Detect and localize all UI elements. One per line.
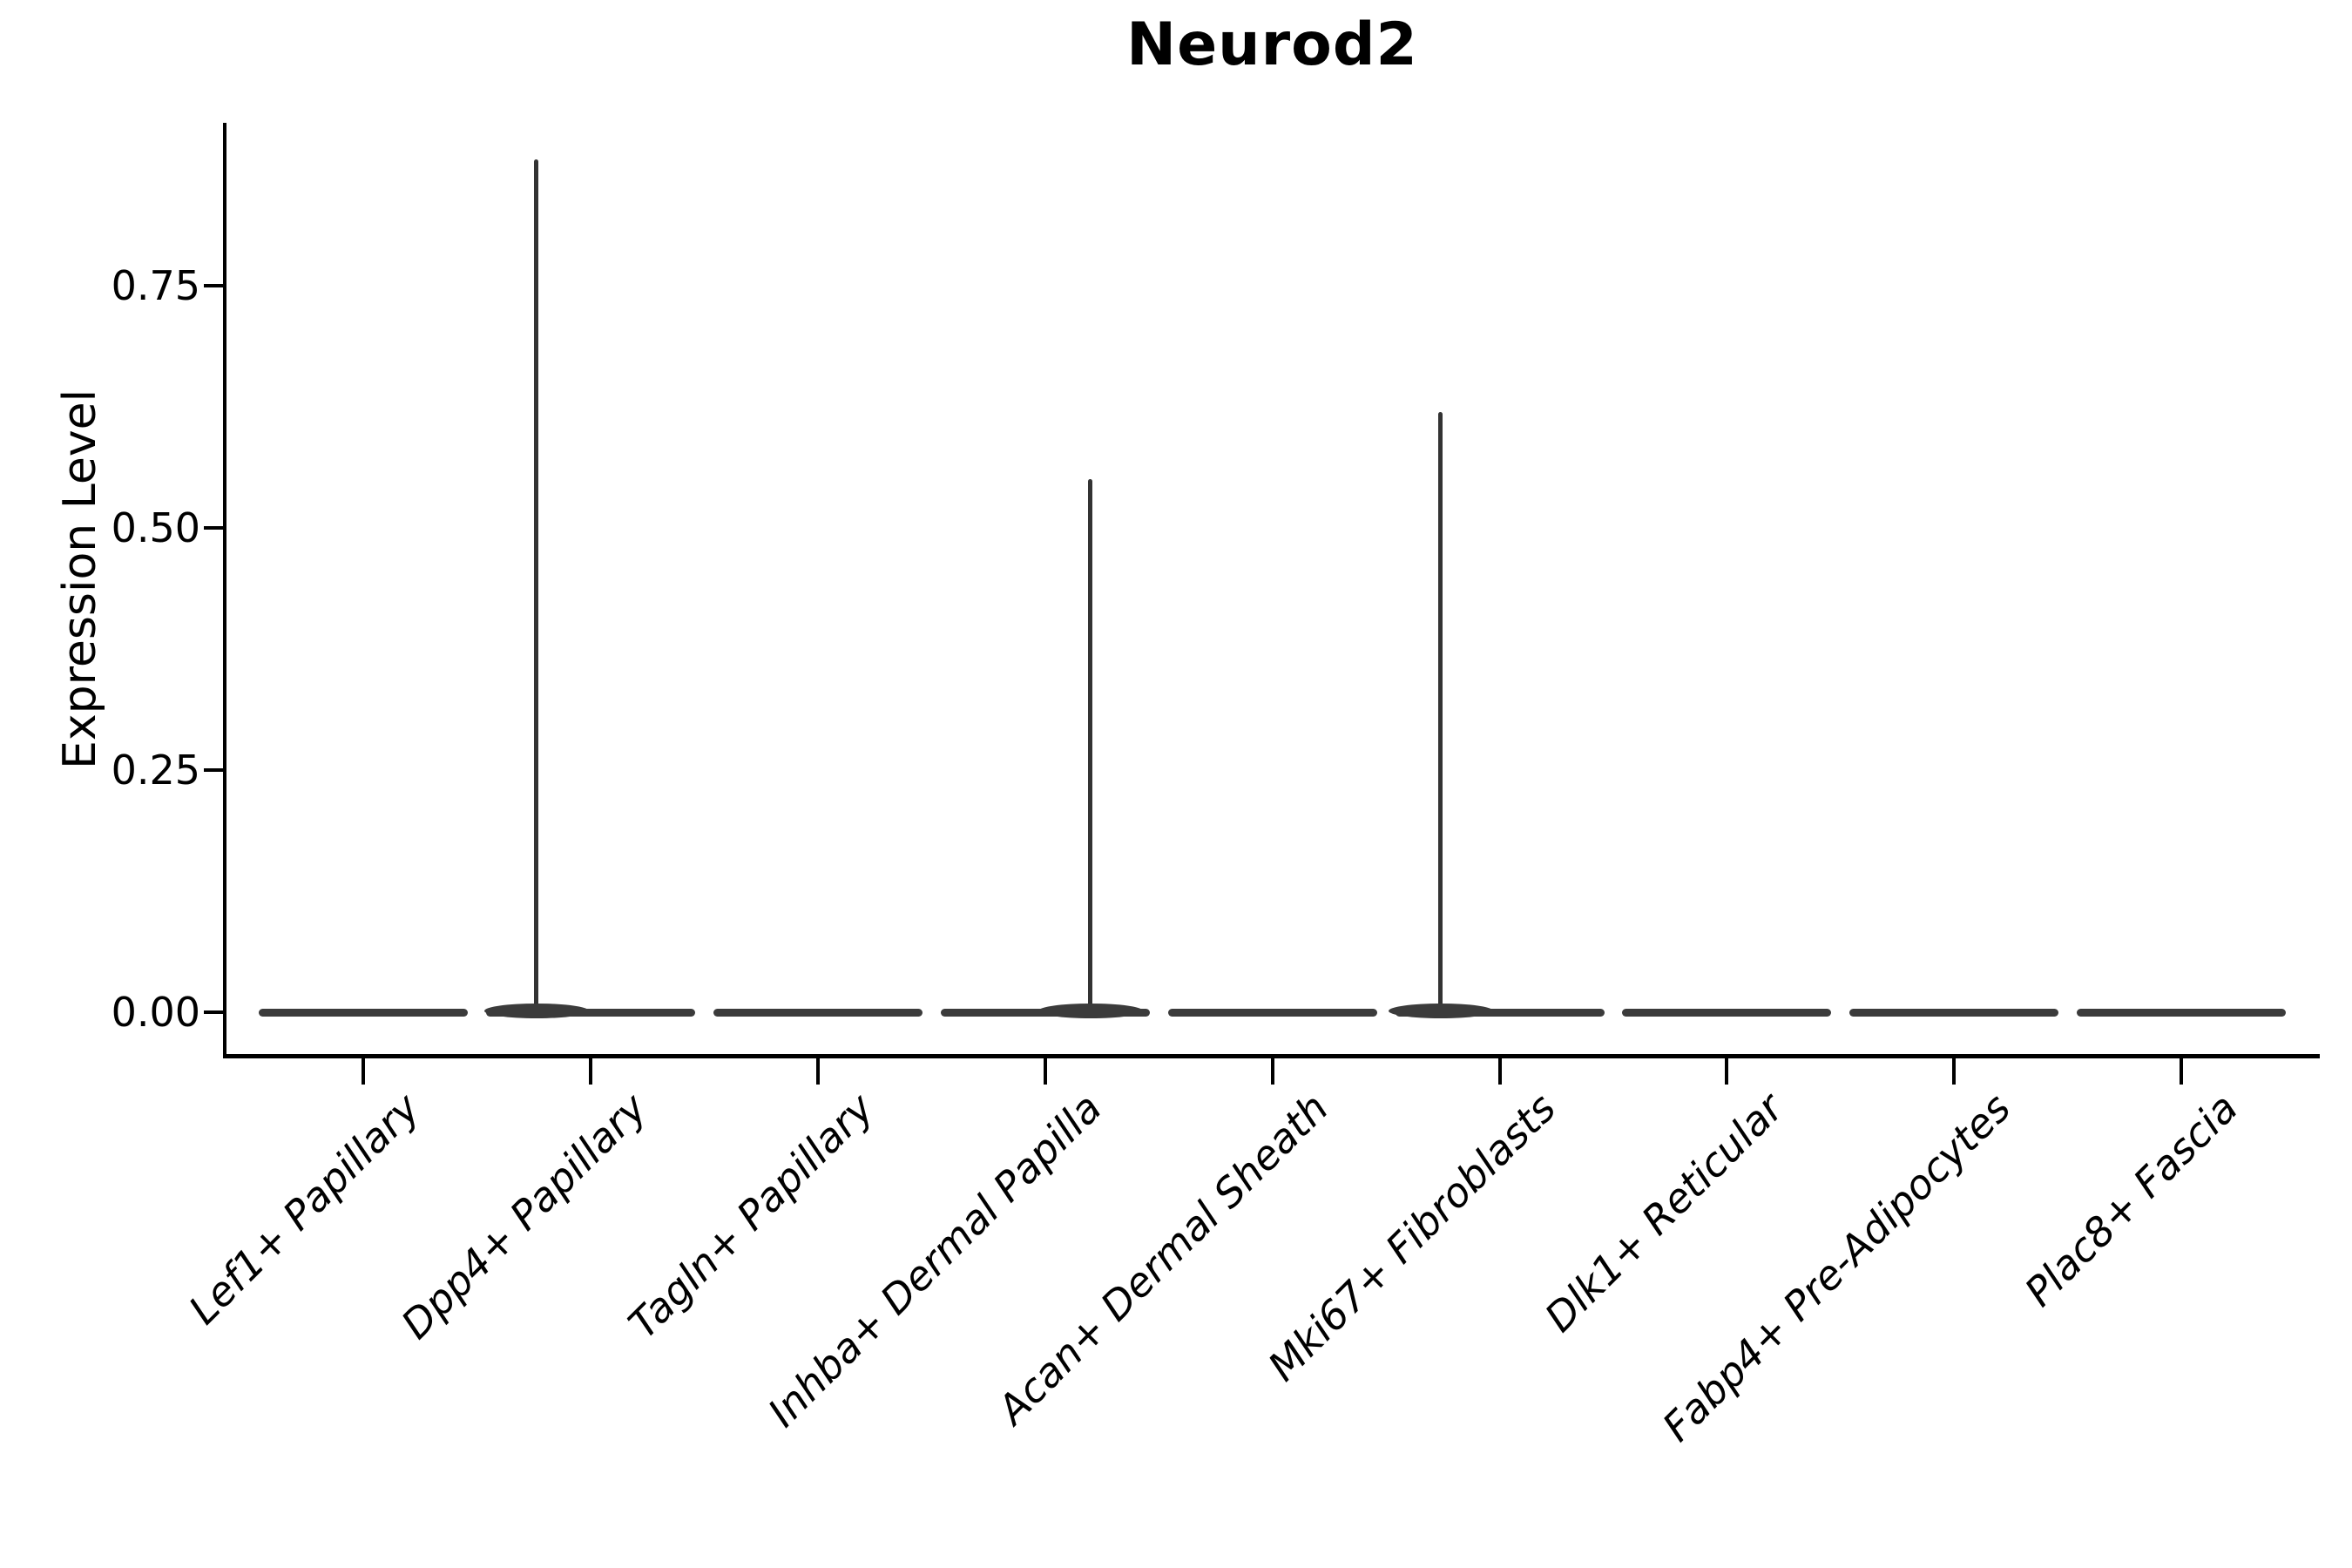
y-tick-mark [204,284,225,287]
x-tick-mark [1952,1058,1957,1085]
x-category-label: Tagln+ Papillary [619,1084,883,1348]
x-category-label: Plac8+ Fascia [2015,1084,2247,1315]
y-tick-label: 0.00 [111,989,200,1036]
violin-body [1167,1008,1377,1017]
violin-body [2077,1008,2287,1017]
x-tick-mark [362,1058,365,1085]
y-axis-spine [223,123,226,1058]
violin-density-spike [1088,479,1093,1012]
x-tick-mark [1043,1058,1047,1085]
x-tick-mark [815,1058,820,1085]
x-tick-mark [1725,1058,1729,1085]
x-tick-mark [588,1058,592,1085]
violin-body [485,1008,695,1017]
violin-body [713,1008,923,1017]
x-axis-spine [223,1054,2320,1058]
violin-density-spike [1438,411,1443,1012]
x-category-label: Lef1+ Papillary [179,1084,429,1334]
y-tick-mark [204,1010,225,1014]
y-tick-label: 0.50 [111,504,200,551]
y-tick-label: 0.25 [111,747,200,794]
x-tick-mark [1270,1058,1274,1085]
violin-density-spike [534,159,539,1012]
y-axis-label: Expression Level [54,389,106,770]
plot-title: Neurod2 [1126,10,1418,79]
y-tick-mark [204,526,225,530]
x-category-label: Dpp4+ Papillary [392,1084,656,1348]
y-tick-mark [204,768,225,772]
x-tick-mark [1497,1058,1502,1085]
x-tick-mark [2180,1058,2184,1085]
violin-body [1849,1008,2059,1017]
violin-body [259,1008,468,1017]
violin-body [1395,1008,1605,1017]
y-tick-label: 0.75 [111,262,200,309]
violin-body [1622,1008,1832,1017]
x-category-label: Dlk1+ Reticular [1535,1084,1793,1342]
violin-body [940,1008,1150,1017]
